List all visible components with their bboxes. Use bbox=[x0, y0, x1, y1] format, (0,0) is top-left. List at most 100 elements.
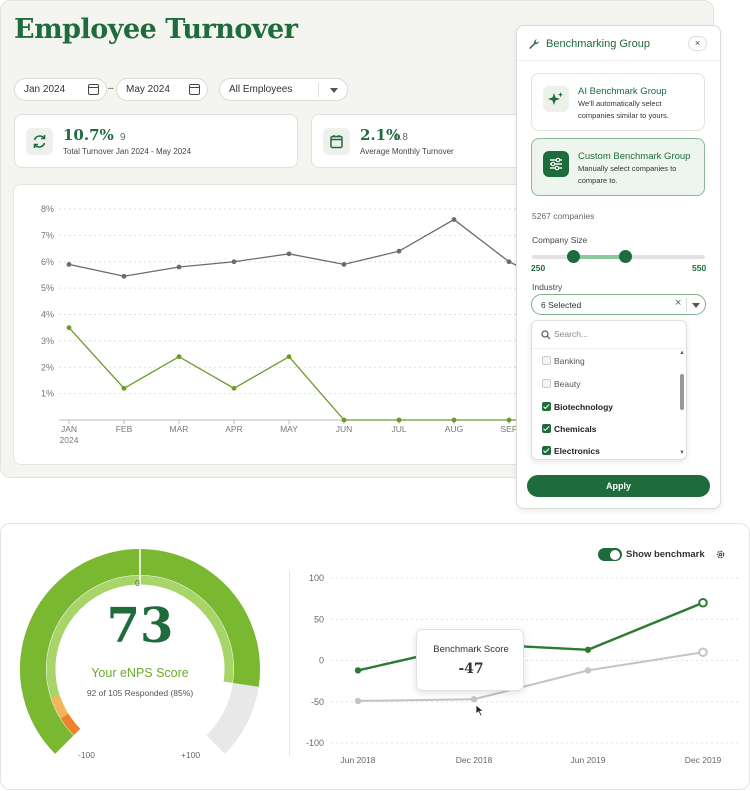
x-tick-label: MAY bbox=[280, 424, 298, 434]
industry-selected-value: 6 Selected bbox=[541, 300, 582, 310]
calendar-icon bbox=[189, 84, 200, 95]
gauge-tick-min: -100 bbox=[78, 750, 96, 760]
x-tick-label: Dec 2019 bbox=[685, 755, 722, 765]
data-point bbox=[231, 385, 237, 391]
end-date-picker[interactable]: May 2024 bbox=[116, 78, 208, 101]
y-tick-label: 3% bbox=[41, 336, 54, 346]
data-point bbox=[506, 417, 512, 423]
y-tick-label: 7% bbox=[41, 230, 54, 240]
ai-benchmark-option[interactable]: AI Benchmark Group We'll automatically s… bbox=[531, 73, 705, 131]
average-turnover-label: Average Monthly Turnover bbox=[360, 147, 454, 156]
x-tick-label: JAN bbox=[61, 424, 77, 434]
divider bbox=[517, 60, 720, 61]
clear-icon[interactable]: × bbox=[675, 297, 682, 309]
gear-icon[interactable] bbox=[715, 549, 726, 560]
start-date-picker[interactable]: Jan 2024 bbox=[14, 78, 107, 101]
enps-score-label: Your eNPS Score bbox=[91, 666, 189, 680]
sliders-icon bbox=[543, 151, 569, 177]
y-tick-label: 100 bbox=[309, 573, 324, 583]
calendar-icon bbox=[323, 128, 350, 155]
ai-benchmark-desc: We'll automatically select companies sim… bbox=[578, 99, 669, 120]
apply-button[interactable]: Apply bbox=[527, 475, 710, 497]
size-max-value: 550 bbox=[692, 263, 707, 273]
divider bbox=[532, 348, 686, 349]
enps-score-value: 73 bbox=[106, 598, 174, 654]
industry-option-label: Electronics bbox=[554, 446, 600, 456]
checkbox[interactable] bbox=[542, 379, 551, 388]
employee-group-select[interactable]: All Employees bbox=[219, 78, 348, 101]
end-date-value: May 2024 bbox=[126, 84, 170, 95]
data-point bbox=[286, 251, 292, 257]
checkbox[interactable] bbox=[542, 424, 551, 433]
y-tick-label: 1% bbox=[41, 389, 54, 399]
scroll-down-icon[interactable]: ▼ bbox=[679, 450, 685, 456]
checkbox[interactable] bbox=[542, 402, 551, 411]
industry-select[interactable]: 6 Selected × bbox=[531, 294, 706, 315]
data-point bbox=[354, 667, 362, 674]
slider-min-handle[interactable] bbox=[567, 250, 581, 263]
close-button[interactable]: × bbox=[688, 36, 707, 51]
tooltip-value: -47 bbox=[458, 661, 484, 677]
gauge-tick-max: +100 bbox=[181, 750, 201, 760]
industry-search-input[interactable]: Search... bbox=[554, 329, 589, 339]
data-point bbox=[121, 273, 127, 279]
gauge-tick-zero: 0 bbox=[135, 578, 140, 588]
chevron-down-icon bbox=[692, 303, 700, 308]
show-benchmark-toggle[interactable] bbox=[598, 548, 622, 561]
dropdown-scrollbar[interactable]: ▲ ▼ bbox=[678, 350, 686, 458]
industry-label: Industry bbox=[532, 282, 563, 292]
refresh-icon bbox=[26, 128, 53, 155]
custom-benchmark-desc: Manually select companies to compare to. bbox=[578, 164, 677, 185]
benchmarking-group-panel: Benchmarking Group × AI Benchmark Group … bbox=[516, 25, 721, 509]
average-turnover-secondary: 1.8 bbox=[394, 132, 408, 143]
cursor-icon bbox=[475, 704, 485, 717]
y-tick-label: 0 bbox=[319, 656, 324, 666]
series-line-0 bbox=[68, 218, 532, 277]
company-size-label: Company Size bbox=[532, 235, 588, 245]
data-point bbox=[396, 417, 402, 423]
scroll-up-icon[interactable]: ▲ bbox=[679, 350, 685, 356]
custom-benchmark-option[interactable]: Custom Benchmark Group Manually select c… bbox=[531, 138, 705, 196]
gauge-passive-arc bbox=[51, 695, 69, 719]
x-tick-label: JUL bbox=[391, 424, 406, 434]
x-tick-label: APR bbox=[225, 424, 242, 434]
data-point bbox=[66, 325, 72, 331]
x-tick-label: Jun 2019 bbox=[571, 755, 606, 765]
industry-option-label: Banking bbox=[554, 356, 585, 366]
turnover-chart: 1% 2% 3% 4% 5% 6% 7% 8% JAN FEB MAR APR MAY JUN JUL AUG… bbox=[41, 204, 532, 445]
x-tick-label: SEP bbox=[500, 424, 517, 434]
data-point bbox=[286, 354, 292, 360]
wrench-icon bbox=[529, 39, 539, 49]
benchmark-panel-title: Benchmarking Group bbox=[546, 38, 650, 50]
data-point bbox=[470, 696, 478, 703]
total-turnover-label: Total Turnover Jan 2024 - May 2024 bbox=[63, 147, 192, 156]
search-icon bbox=[541, 330, 551, 340]
slider-range-fill bbox=[573, 255, 626, 259]
company-size-slider[interactable] bbox=[532, 250, 705, 264]
toggle-knob bbox=[610, 549, 620, 560]
data-point bbox=[396, 248, 402, 254]
benchmark-tooltip: Benchmark Score -47 bbox=[416, 629, 524, 691]
checkbox[interactable] bbox=[542, 446, 551, 455]
data-point bbox=[584, 667, 592, 674]
calendar-icon bbox=[88, 84, 99, 95]
data-point bbox=[506, 259, 512, 265]
series-line-1 bbox=[68, 327, 532, 421]
gauge-score-arc bbox=[20, 549, 260, 754]
data-point bbox=[66, 261, 72, 267]
x-year-label: 2024 bbox=[60, 435, 79, 445]
y-tick-label: -100 bbox=[306, 738, 324, 748]
tooltip-title: Benchmark Score bbox=[433, 644, 509, 655]
data-point bbox=[176, 354, 182, 360]
x-tick-label: JUN bbox=[336, 424, 353, 434]
data-point bbox=[698, 647, 708, 658]
y-tick-label: 50 bbox=[314, 614, 324, 624]
sparkle-icon bbox=[543, 86, 569, 112]
size-min-value: 250 bbox=[531, 263, 546, 273]
companies-count: 5267 companies bbox=[532, 211, 595, 221]
scrollbar-thumb[interactable] bbox=[680, 374, 684, 410]
industry-option-label: Chemicals bbox=[554, 424, 597, 434]
slider-max-handle[interactable] bbox=[618, 250, 632, 263]
select-divider bbox=[686, 298, 687, 312]
checkbox[interactable] bbox=[542, 356, 551, 365]
